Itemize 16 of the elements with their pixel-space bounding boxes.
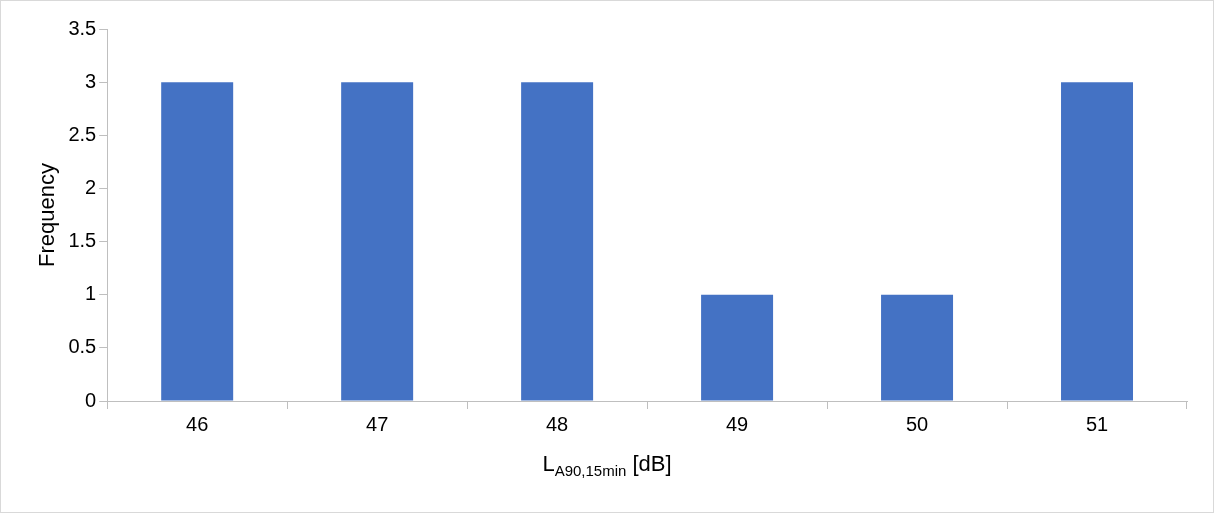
x-tick-label: 51 xyxy=(1085,412,1109,435)
y-tick-label: 2 xyxy=(85,175,97,198)
x-tick-label: 47 xyxy=(366,412,389,435)
y-tick-label: 0 xyxy=(85,388,97,411)
y-tick-label: 0.5 xyxy=(68,335,97,358)
x-tick-label: 48 xyxy=(545,412,569,435)
y-tick-label: 1.5 xyxy=(68,229,97,252)
y-tick-label: 1 xyxy=(85,282,97,305)
x-axis-title: L$_{A90,15min}$ [dB] xyxy=(541,451,673,480)
x-tick-label: 49 xyxy=(725,412,749,435)
x-tick-label: 50 xyxy=(905,412,929,435)
y-tick-label: 3 xyxy=(85,69,97,92)
x-tick-label: 46 xyxy=(186,412,209,435)
y-tick-label: 2.5 xyxy=(68,122,97,145)
y-tick-label: 3.5 xyxy=(68,16,97,39)
y-axis-title: Frequency xyxy=(34,163,60,267)
